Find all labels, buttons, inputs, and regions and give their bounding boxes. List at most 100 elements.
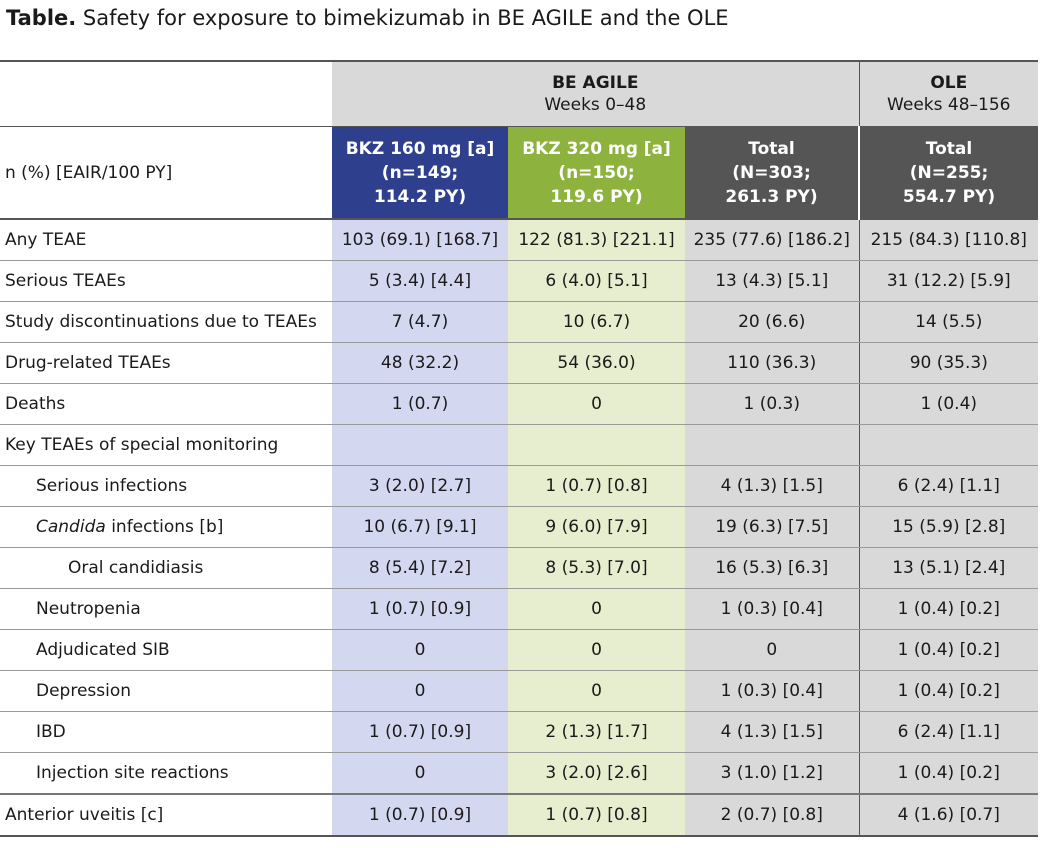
cell-bkz-160: 1 (0.7) [0.9]: [332, 588, 508, 630]
be-agile-group-header: BE AGILE Weeks 0–48: [332, 60, 860, 127]
cell-agile-total: 0: [685, 629, 860, 671]
caption-label: Table.: [6, 6, 77, 30]
cell-ole-total: 15 (5.9) [2.8]: [858, 506, 1039, 548]
cell-ole-total: 1 (0.4) [0.2]: [858, 752, 1039, 795]
cell-bkz-320: 1 (0.7) [0.8]: [508, 465, 685, 507]
cell-bkz-320: 0: [508, 629, 685, 671]
cell-bkz-320: 3 (2.0) [2.6]: [508, 752, 685, 795]
cell-agile-total: 13 (4.3) [5.1]: [685, 260, 860, 302]
row-label-text: Key TEAEs of special monitoring: [5, 435, 279, 455]
cell-bkz-160: [332, 424, 508, 466]
arm-320-n: (n=150;: [558, 162, 635, 183]
cell-bkz-160: 48 (32.2): [332, 342, 508, 384]
cell-ole-total: 4 (1.6) [0.7]: [858, 793, 1039, 837]
row-label: Injection site reactions: [0, 752, 332, 795]
cell-ole-total: 6 (2.4) [1.1]: [858, 711, 1039, 753]
table-body: Any TEAE 103 (69.1) [168.7] 122 (81.3) [22…: [0, 218, 1039, 837]
table-row: Adjudicated SIB 0 0 0 1 (0.4) [0.2]: [0, 629, 1039, 671]
row-label: Depression: [0, 670, 332, 712]
row-label-text: Adjudicated SIB: [36, 640, 170, 660]
table-row: Anterior uveitis [c] 1 (0.7) [0.9] 1 (0.7)…: [0, 793, 1039, 837]
table-row: Any TEAE 103 (69.1) [168.7] 122 (81.3) [22…: [0, 218, 1039, 261]
table-row: Injection site reactions 0 3 (2.0) [2.6] 3 …: [0, 752, 1039, 795]
cell-bkz-320: [508, 424, 685, 466]
arm-160-name: BKZ 160 mg [a]: [345, 138, 495, 159]
cell-bkz-320: 0: [508, 588, 685, 630]
row-label-text: Oral candidiasis: [68, 558, 204, 578]
table-row: Drug-related TEAEs 48 (32.2) 54 (36.0) 110 …: [0, 342, 1039, 384]
ole-title: OLE: [930, 73, 968, 93]
arm-320-py: 119.6 PY): [550, 186, 643, 207]
row-label-text: infections [b]: [105, 517, 224, 537]
cell-bkz-320: 2 (1.3) [1.7]: [508, 711, 685, 753]
ole-weeks: Weeks 48–156: [887, 95, 1011, 115]
row-label: Oral candidiasis: [0, 547, 332, 589]
row-label-header: n (%) [EAIR/100 PY]: [0, 126, 332, 219]
ole-group-header: OLE Weeks 48–156: [858, 60, 1039, 127]
cell-agile-total: 20 (6.6): [685, 301, 860, 343]
cell-bkz-320: 54 (36.0): [508, 342, 685, 384]
cell-ole-total: 1 (0.4) [0.2]: [858, 588, 1039, 630]
row-label-text: Neutropenia: [36, 599, 141, 619]
cell-ole-total: 14 (5.5): [858, 301, 1039, 343]
row-label-text: Drug-related TEAEs: [5, 353, 171, 373]
row-label: Study discontinuations due to TEAEs: [0, 301, 332, 343]
row-label-text: Injection site reactions: [36, 763, 229, 783]
row-label-text: Serious TEAEs: [5, 271, 126, 291]
row-label-text: Serious infections: [36, 476, 188, 496]
table-row: IBD 1 (0.7) [0.9] 2 (1.3) [1.7] 4 (1.3) [1.…: [0, 711, 1039, 753]
cell-bkz-320: 0: [508, 383, 685, 425]
row-label-text: IBD: [36, 722, 66, 742]
cell-agile-total: 110 (36.3): [685, 342, 860, 384]
cell-agile-total: 1 (0.3): [685, 383, 860, 425]
cell-ole-total: 6 (2.4) [1.1]: [858, 465, 1039, 507]
row-label: Any TEAE: [0, 218, 332, 261]
arm-160-py: 114.2 PY): [373, 186, 467, 207]
row-label: Neutropenia: [0, 588, 332, 630]
cell-agile-total: 4 (1.3) [1.5]: [685, 465, 860, 507]
arm-header-row: n (%) [EAIR/100 PY] BKZ 160 mg [a] (n=14…: [0, 126, 1039, 219]
be-agile-title: BE AGILE: [552, 73, 639, 93]
ole-total-header: Total (N=255; 554.7 PY): [858, 126, 1039, 219]
cell-agile-total: 2 (0.7) [0.8]: [685, 793, 860, 837]
cell-agile-total: 1 (0.3) [0.4]: [685, 670, 860, 712]
cell-ole-total: 1 (0.4) [0.2]: [858, 670, 1039, 712]
cell-ole-total: 90 (35.3): [858, 342, 1039, 384]
agile-total-name: Total: [748, 138, 795, 159]
cell-bkz-320: 0: [508, 670, 685, 712]
row-label: IBD: [0, 711, 332, 753]
cell-bkz-160: 5 (3.4) [4.4]: [332, 260, 508, 302]
cell-ole-total: 31 (12.2) [5.9]: [858, 260, 1039, 302]
row-label-text: Depression: [36, 681, 132, 701]
cell-bkz-160: 1 (0.7) [0.9]: [332, 793, 508, 837]
row-label-text: Deaths: [5, 394, 66, 414]
group-header-row: BE AGILE Weeks 0–48 OLE Weeks 48–156: [0, 60, 1039, 127]
cell-bkz-160: 7 (4.7): [332, 301, 508, 343]
cell-ole-total: 1 (0.4) [0.2]: [858, 629, 1039, 671]
arm-320-header: BKZ 320 mg [a] (n=150; 119.6 PY): [508, 126, 685, 219]
row-label: Candida infections [b]: [0, 506, 332, 548]
safety-table: BE AGILE Weeks 0–48 OLE Weeks 48–156 n (…: [0, 60, 1039, 837]
agile-total-py: 261.3 PY): [725, 186, 818, 207]
cell-ole-total: 215 (84.3) [110.8]: [858, 218, 1039, 261]
row-label-text: Anterior uveitis [c]: [5, 805, 164, 825]
cell-ole-total: 1 (0.4): [858, 383, 1039, 425]
cell-agile-total: 235 (77.6) [186.2]: [685, 218, 860, 261]
ole-total-name: Total: [925, 138, 973, 159]
cell-bkz-160: 0: [332, 629, 508, 671]
header-blank-cell: [0, 60, 332, 127]
cell-agile-total: 3 (1.0) [1.2]: [685, 752, 860, 795]
cell-bkz-320: 10 (6.7): [508, 301, 685, 343]
cell-bkz-160: 8 (5.4) [7.2]: [332, 547, 508, 589]
cell-ole-total: 13 (5.1) [2.4]: [858, 547, 1039, 589]
cell-agile-total: [685, 424, 860, 466]
cell-bkz-160: 1 (0.7): [332, 383, 508, 425]
table-row: Candida infections [b] 10 (6.7) [9.1] 9 (6…: [0, 506, 1039, 548]
cell-bkz-160: 0: [332, 670, 508, 712]
caption-text: Safety for exposure to bimekizumab in BE…: [76, 6, 729, 30]
cell-agile-total: 19 (6.3) [7.5]: [685, 506, 860, 548]
cell-bkz-160: 3 (2.0) [2.7]: [332, 465, 508, 507]
cell-ole-total: [858, 424, 1039, 466]
row-label: Serious TEAEs: [0, 260, 332, 302]
cell-bkz-160: 10 (6.7) [9.1]: [332, 506, 508, 548]
